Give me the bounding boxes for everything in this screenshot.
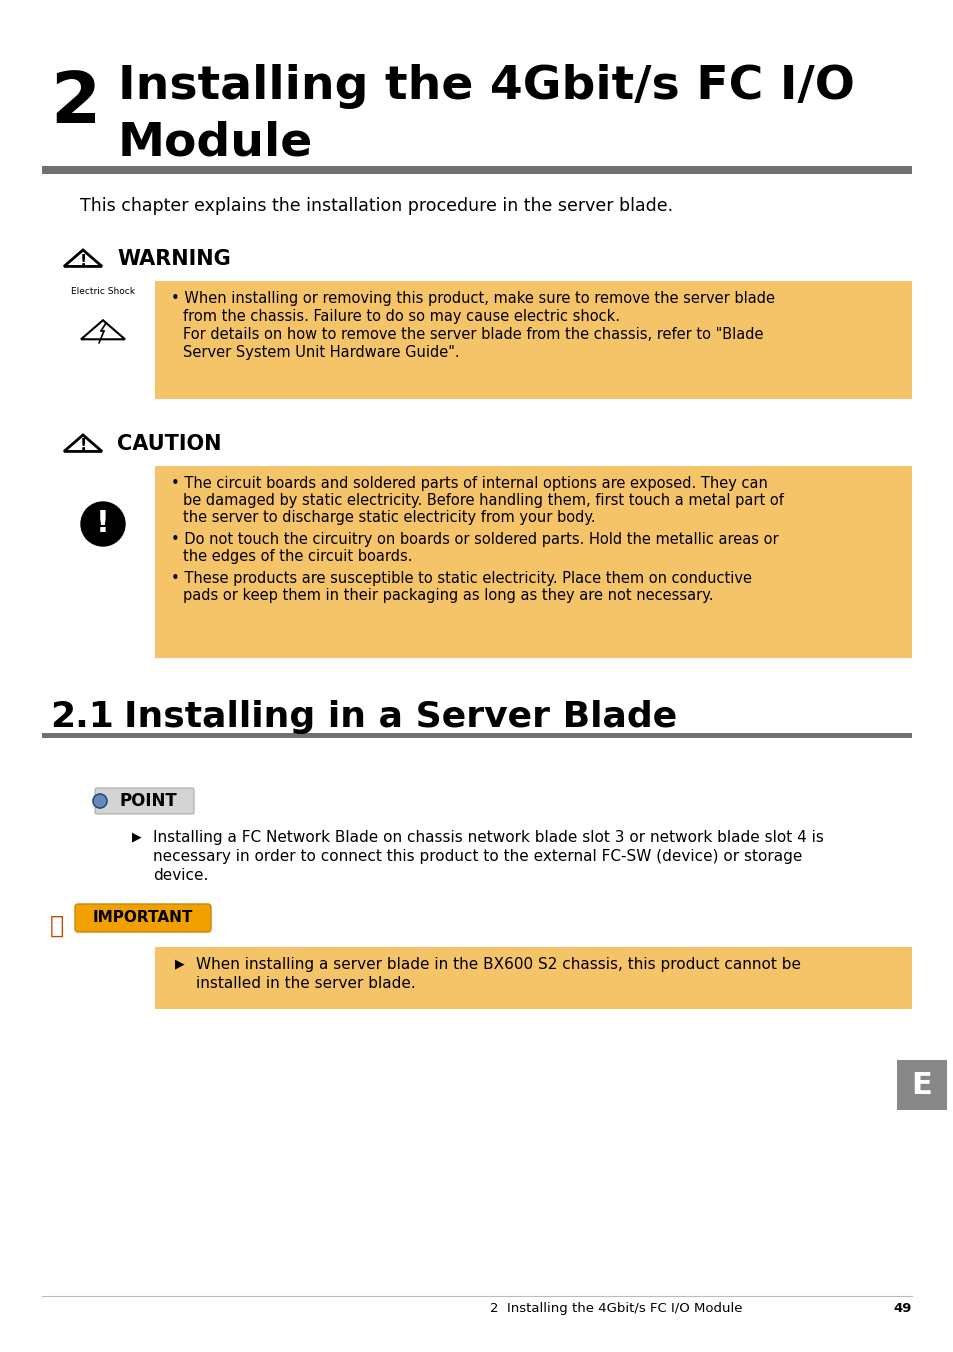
Text: Electric Shock: Electric Shock	[71, 287, 135, 296]
Bar	[42, 166, 911, 174]
Text: Server System Unit Hardware Guide".: Server System Unit Hardware Guide".	[183, 345, 459, 360]
Text: ▶: ▶	[174, 957, 185, 969]
Text: Module: Module	[118, 120, 313, 166]
Text: • When installing or removing this product, make sure to remove the server blade: • When installing or removing this produ…	[171, 291, 774, 306]
Text: pads or keep them in their packaging as long as they are not necessary.: pads or keep them in their packaging as …	[183, 588, 713, 603]
Text: Installing in a Server Blade: Installing in a Server Blade	[124, 700, 677, 734]
Text: • These products are susceptible to static electricity. Place them on conductive: • These products are susceptible to stat…	[171, 571, 751, 585]
Circle shape	[92, 794, 107, 808]
Text: E: E	[911, 1071, 931, 1099]
Text: 2: 2	[50, 69, 100, 138]
Text: 🖊: 🖊	[50, 914, 64, 938]
Text: the server to discharge static electricity from your body.: the server to discharge static electrici…	[183, 510, 595, 525]
Text: When installing a server blade in the BX600 S2 chassis, this product cannot be: When installing a server blade in the BX…	[195, 957, 801, 972]
Text: • Do not touch the circuitry on boards or soldered parts. Hold the metallic area: • Do not touch the circuitry on boards o…	[171, 531, 778, 548]
Text: WARNING: WARNING	[117, 249, 231, 269]
Text: IMPORTANT: IMPORTANT	[92, 910, 193, 926]
Text: installed in the server blade.: installed in the server blade.	[195, 976, 416, 991]
Text: !: !	[79, 438, 87, 453]
Text: For details on how to remove the server blade from the chassis, refer to "Blade: For details on how to remove the server …	[183, 327, 762, 342]
FancyBboxPatch shape	[75, 904, 211, 932]
Text: Installing a FC Network Blade on chassis network blade slot 3 or network blade s: Installing a FC Network Blade on chassis…	[152, 830, 823, 845]
Text: • The circuit boards and soldered parts of internal options are exposed. They ca: • The circuit boards and soldered parts …	[171, 476, 767, 491]
Text: necessary in order to connect this product to the external FC-SW (device) or sto: necessary in order to connect this produ…	[152, 849, 801, 864]
FancyBboxPatch shape	[95, 788, 193, 814]
Bar	[154, 281, 911, 399]
Text: be damaged by static electricity. Before handling them, first touch a metal part: be damaged by static electricity. Before…	[183, 493, 783, 508]
Text: from the chassis. Failure to do so may cause electric shock.: from the chassis. Failure to do so may c…	[183, 310, 619, 324]
Text: 2  Installing the 4Gbit/s FC I/O Module: 2 Installing the 4Gbit/s FC I/O Module	[490, 1302, 741, 1315]
Circle shape	[81, 502, 125, 546]
Text: the edges of the circuit boards.: the edges of the circuit boards.	[183, 549, 412, 564]
Text: POINT: POINT	[119, 792, 177, 810]
Text: device.: device.	[152, 868, 208, 883]
Bar	[154, 466, 911, 658]
Text: !: !	[79, 254, 87, 269]
Text: This chapter explains the installation procedure in the server blade.: This chapter explains the installation p…	[80, 197, 673, 215]
Text: ▶: ▶	[132, 830, 141, 844]
Text: CAUTION: CAUTION	[117, 434, 221, 454]
Text: 49: 49	[893, 1302, 911, 1315]
Text: !: !	[96, 510, 110, 538]
Bar	[896, 1060, 946, 1110]
Bar	[154, 946, 911, 1009]
Text: 2.1: 2.1	[50, 700, 113, 734]
Text: Installing the 4Gbit/s FC I/O: Installing the 4Gbit/s FC I/O	[118, 64, 854, 110]
Bar	[42, 733, 911, 738]
